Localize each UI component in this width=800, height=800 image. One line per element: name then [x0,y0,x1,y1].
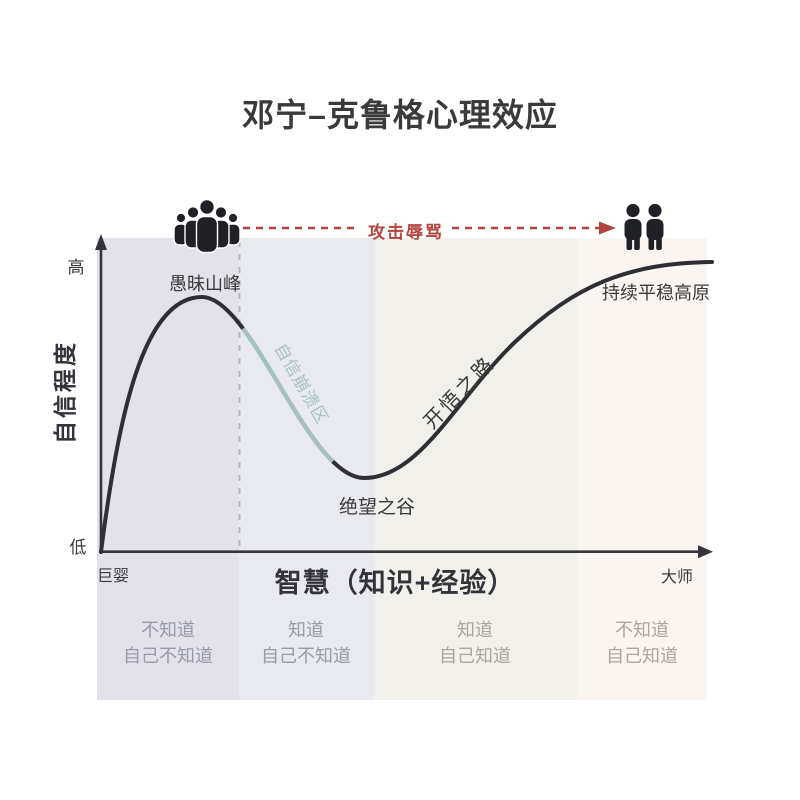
attack-arrowhead-icon [599,221,616,235]
x-axis-title: 智慧（知识+经验） [274,568,516,598]
x-axis-arrowhead-icon [698,545,713,559]
crowd-of-people-icon [173,198,241,254]
label-mount-stupid: 愚昧山峰 [169,274,241,294]
y-axis-arrowhead-icon [95,234,107,250]
page-title: 邓宁–克鲁格心理效应 [242,97,558,133]
quadrant-caption-3-line1: 知道 [457,620,493,640]
quadrant-caption-4-line2: 自己知道 [606,646,678,666]
quadrant-caption-3-line2: 自己知道 [439,646,511,666]
quadrant-caption-1-line2: 自己不知道 [123,646,213,666]
zone-band-3 [374,238,577,700]
zone-band-4 [577,238,707,700]
quadrant-caption-3: 知道 自己知道 [439,617,511,669]
quadrant-caption-2-line1: 知道 [288,620,324,640]
confidence-curve [99,260,714,554]
x-axis-start-label: 巨婴 [96,568,130,585]
quadrant-caption-2: 知道 自己不知道 [261,617,351,669]
two-people-icon [624,203,664,250]
quadrant-caption-2-line2: 自己不知道 [261,646,351,666]
quadrant-caption-4: 不知道 自己知道 [606,617,678,669]
zone-band-2 [239,238,374,700]
y-axis-low-label: 低 [69,538,87,557]
label-valley-of-despair: 绝望之谷 [338,497,416,518]
x-axis-end-label: 大师 [660,569,694,586]
y-axis-high-label: 高 [67,258,85,277]
attack-arrow-label: 攻击辱骂 [368,223,444,242]
quadrant-caption-4-line1: 不知道 [615,620,669,640]
y-axis-title: 自信程度 [52,340,78,444]
quadrant-caption-1-line1: 不知道 [141,620,195,640]
label-plateau: 持续平稳高原 [602,283,710,303]
quadrant-caption-1: 不知道 自己不知道 [123,617,213,669]
